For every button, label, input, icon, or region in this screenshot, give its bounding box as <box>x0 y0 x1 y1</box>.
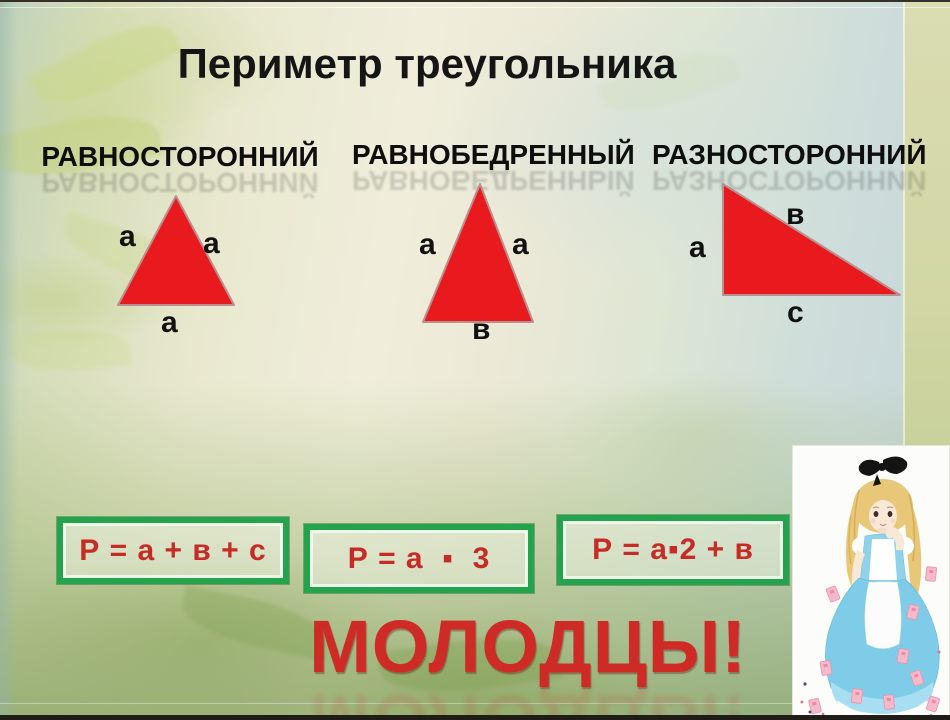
scalene-side-label-left: а <box>689 231 706 264</box>
left-edge-shading <box>0 0 18 720</box>
scalene-triangle <box>722 183 901 296</box>
heading-isosceles-text: РАВНОБЕДРЕННЫЙ <box>352 139 635 170</box>
equilateral-triangle <box>117 195 235 306</box>
equilateral-side-label-bottom: а <box>161 306 178 339</box>
formula-isosceles: Р = а▪2 + в <box>592 533 754 566</box>
heading-scalene: РАЗНОСТОРОННИЙ РАЗНОСТОРОННИЙ <box>652 139 927 197</box>
isosceles-side-label-right: а <box>512 228 529 261</box>
scalene-side-label-hypotenuse: в <box>786 198 805 231</box>
formula-equilateral: Р = а ▪ 3 <box>347 541 491 575</box>
isosceles-side-label-bottom: в <box>472 313 491 346</box>
alice-cosplay-photo <box>792 445 950 720</box>
equilateral-side-label-left: а <box>119 220 136 253</box>
heading-scalene-text: РАЗНОСТОРОННИЙ <box>652 139 927 170</box>
heading-equilateral-text: РАВНОСТОРОННИЙ <box>41 141 319 172</box>
bottom-border-line <box>0 715 950 720</box>
praise-text: МОЛОДЦЫ! <box>309 605 747 688</box>
isosceles-side-label-left: а <box>419 228 436 261</box>
bottom-highlight-line <box>0 703 950 704</box>
heading-isosceles: РАВНОБЕДРЕННЫЙ РАВНОБЕДРЕННЫЙ <box>352 139 635 197</box>
equilateral-side-label-right: а <box>203 227 220 260</box>
formula-perimeter-sum: Р = а + в + с <box>79 533 267 567</box>
equilateral-triangle-shape <box>117 195 235 306</box>
formula-box-perimeter-sum: Р = а + в + с <box>57 517 289 584</box>
top-border-line <box>0 0 950 2</box>
formula-box-isosceles: Р = а▪2 + в <box>557 515 789 585</box>
alice-cosplay-illustration <box>793 446 949 719</box>
isosceles-triangle <box>422 183 534 323</box>
formula-box-equilateral: Р = а ▪ 3 <box>304 524 534 593</box>
top-highlight-line <box>0 7 950 8</box>
isosceles-triangle-shape <box>422 183 534 323</box>
heading-equilateral: РАВНОСТОРОННИЙ РАВНОСТОРОННИЙ <box>40 141 320 199</box>
scalene-side-label-bottom: с <box>787 296 804 329</box>
page-title: Периметр треугольника <box>177 40 677 87</box>
background-green-bottom <box>0 380 950 720</box>
scalene-triangle-shape <box>722 183 901 296</box>
